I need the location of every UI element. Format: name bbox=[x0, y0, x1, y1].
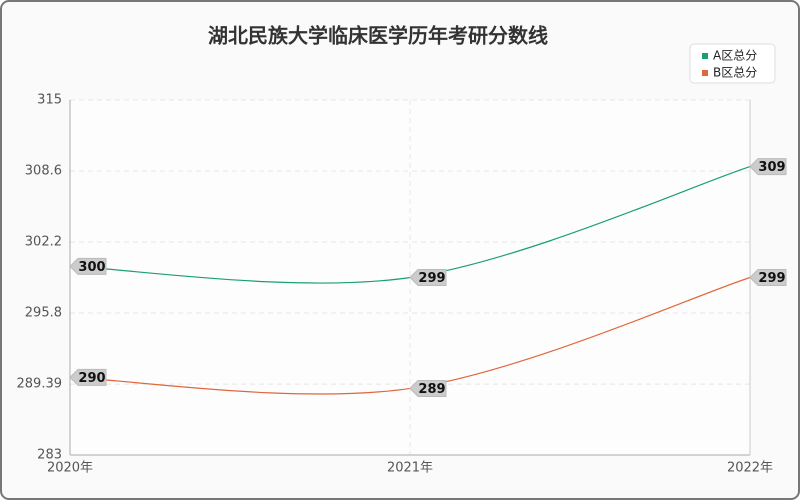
value-label: 289 bbox=[418, 382, 445, 397]
legend-swatch bbox=[702, 53, 708, 59]
legend bbox=[689, 43, 776, 84]
x-tick-label: 2020年 bbox=[47, 461, 93, 476]
legend-label: A区总分 bbox=[713, 49, 757, 63]
value-label-tag bbox=[69, 257, 107, 275]
x-tick-label: 2021年 bbox=[387, 461, 433, 476]
value-label: 290 bbox=[78, 371, 105, 386]
value-label: 299 bbox=[418, 271, 445, 286]
value-label: 300 bbox=[78, 260, 105, 275]
y-tick-label: 315 bbox=[37, 93, 62, 108]
y-tick-label: 308.6 bbox=[25, 164, 62, 179]
value-label-tag bbox=[749, 269, 787, 286]
value-label-tag bbox=[749, 158, 787, 176]
y-tick-label: 289.39 bbox=[17, 377, 63, 392]
value-label-tag bbox=[409, 379, 447, 397]
value-label-tag bbox=[409, 269, 447, 286]
value-label: 299 bbox=[758, 271, 785, 286]
legend-label: B区总分 bbox=[713, 66, 757, 80]
value-label-tag bbox=[69, 368, 107, 386]
y-tick-label: 295.8 bbox=[25, 306, 62, 321]
value-label: 309 bbox=[758, 160, 785, 175]
x-tick-label: 2022年 bbox=[727, 461, 773, 476]
y-tick-label: 302.2 bbox=[25, 235, 62, 250]
chart-title: 湖北民族大学临床医学历年考研分数线 bbox=[208, 24, 548, 48]
y-tick-label: 283 bbox=[37, 448, 62, 463]
legend-swatch bbox=[702, 70, 708, 76]
